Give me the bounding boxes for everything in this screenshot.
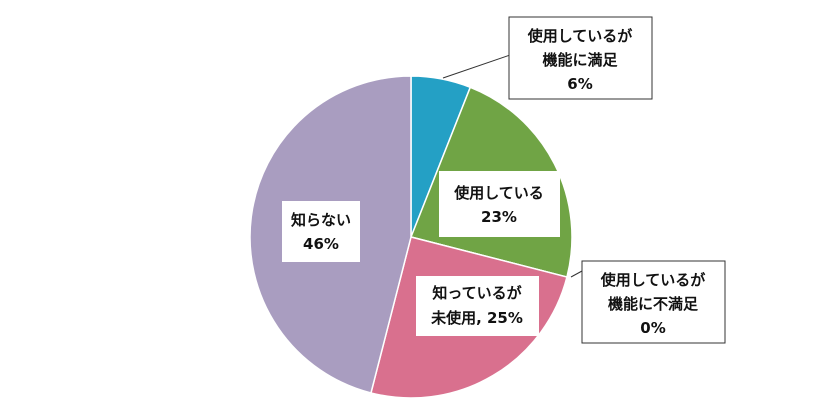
label-box-satisfied xyxy=(508,16,653,100)
slice-label-unknown-value: 46% xyxy=(303,235,339,253)
leader-line-unsatisfied xyxy=(570,270,583,278)
slice-label-unsatisfied-line1: 使用しているが xyxy=(600,271,707,289)
slice-label-unsatisfied-value: 0% xyxy=(640,319,665,337)
label-box-unsatisfied xyxy=(581,260,726,344)
slice-label-using-value: 23% xyxy=(481,208,517,226)
slice-label-satisfied-value: 6% xyxy=(567,75,592,93)
slice-label-unused-line2: 未使用, 25% xyxy=(430,309,523,327)
label-box-unused xyxy=(416,276,539,336)
slice-label-unknown-line1: 知らない xyxy=(291,211,351,229)
slice-label-using-line1: 使用している xyxy=(453,184,544,202)
label-box-using xyxy=(439,171,560,237)
slice-label-unsatisfied-line2: 機能に不満足 xyxy=(608,295,699,313)
label-box-unknown xyxy=(282,201,360,262)
slice-label-satisfied-line1: 使用しているが xyxy=(527,27,634,45)
slice-label-satisfied-line2: 機能に満足 xyxy=(542,51,618,69)
leader-line-satisfied xyxy=(442,54,511,79)
slice-label-unused-line1: 知っているが xyxy=(432,284,522,302)
